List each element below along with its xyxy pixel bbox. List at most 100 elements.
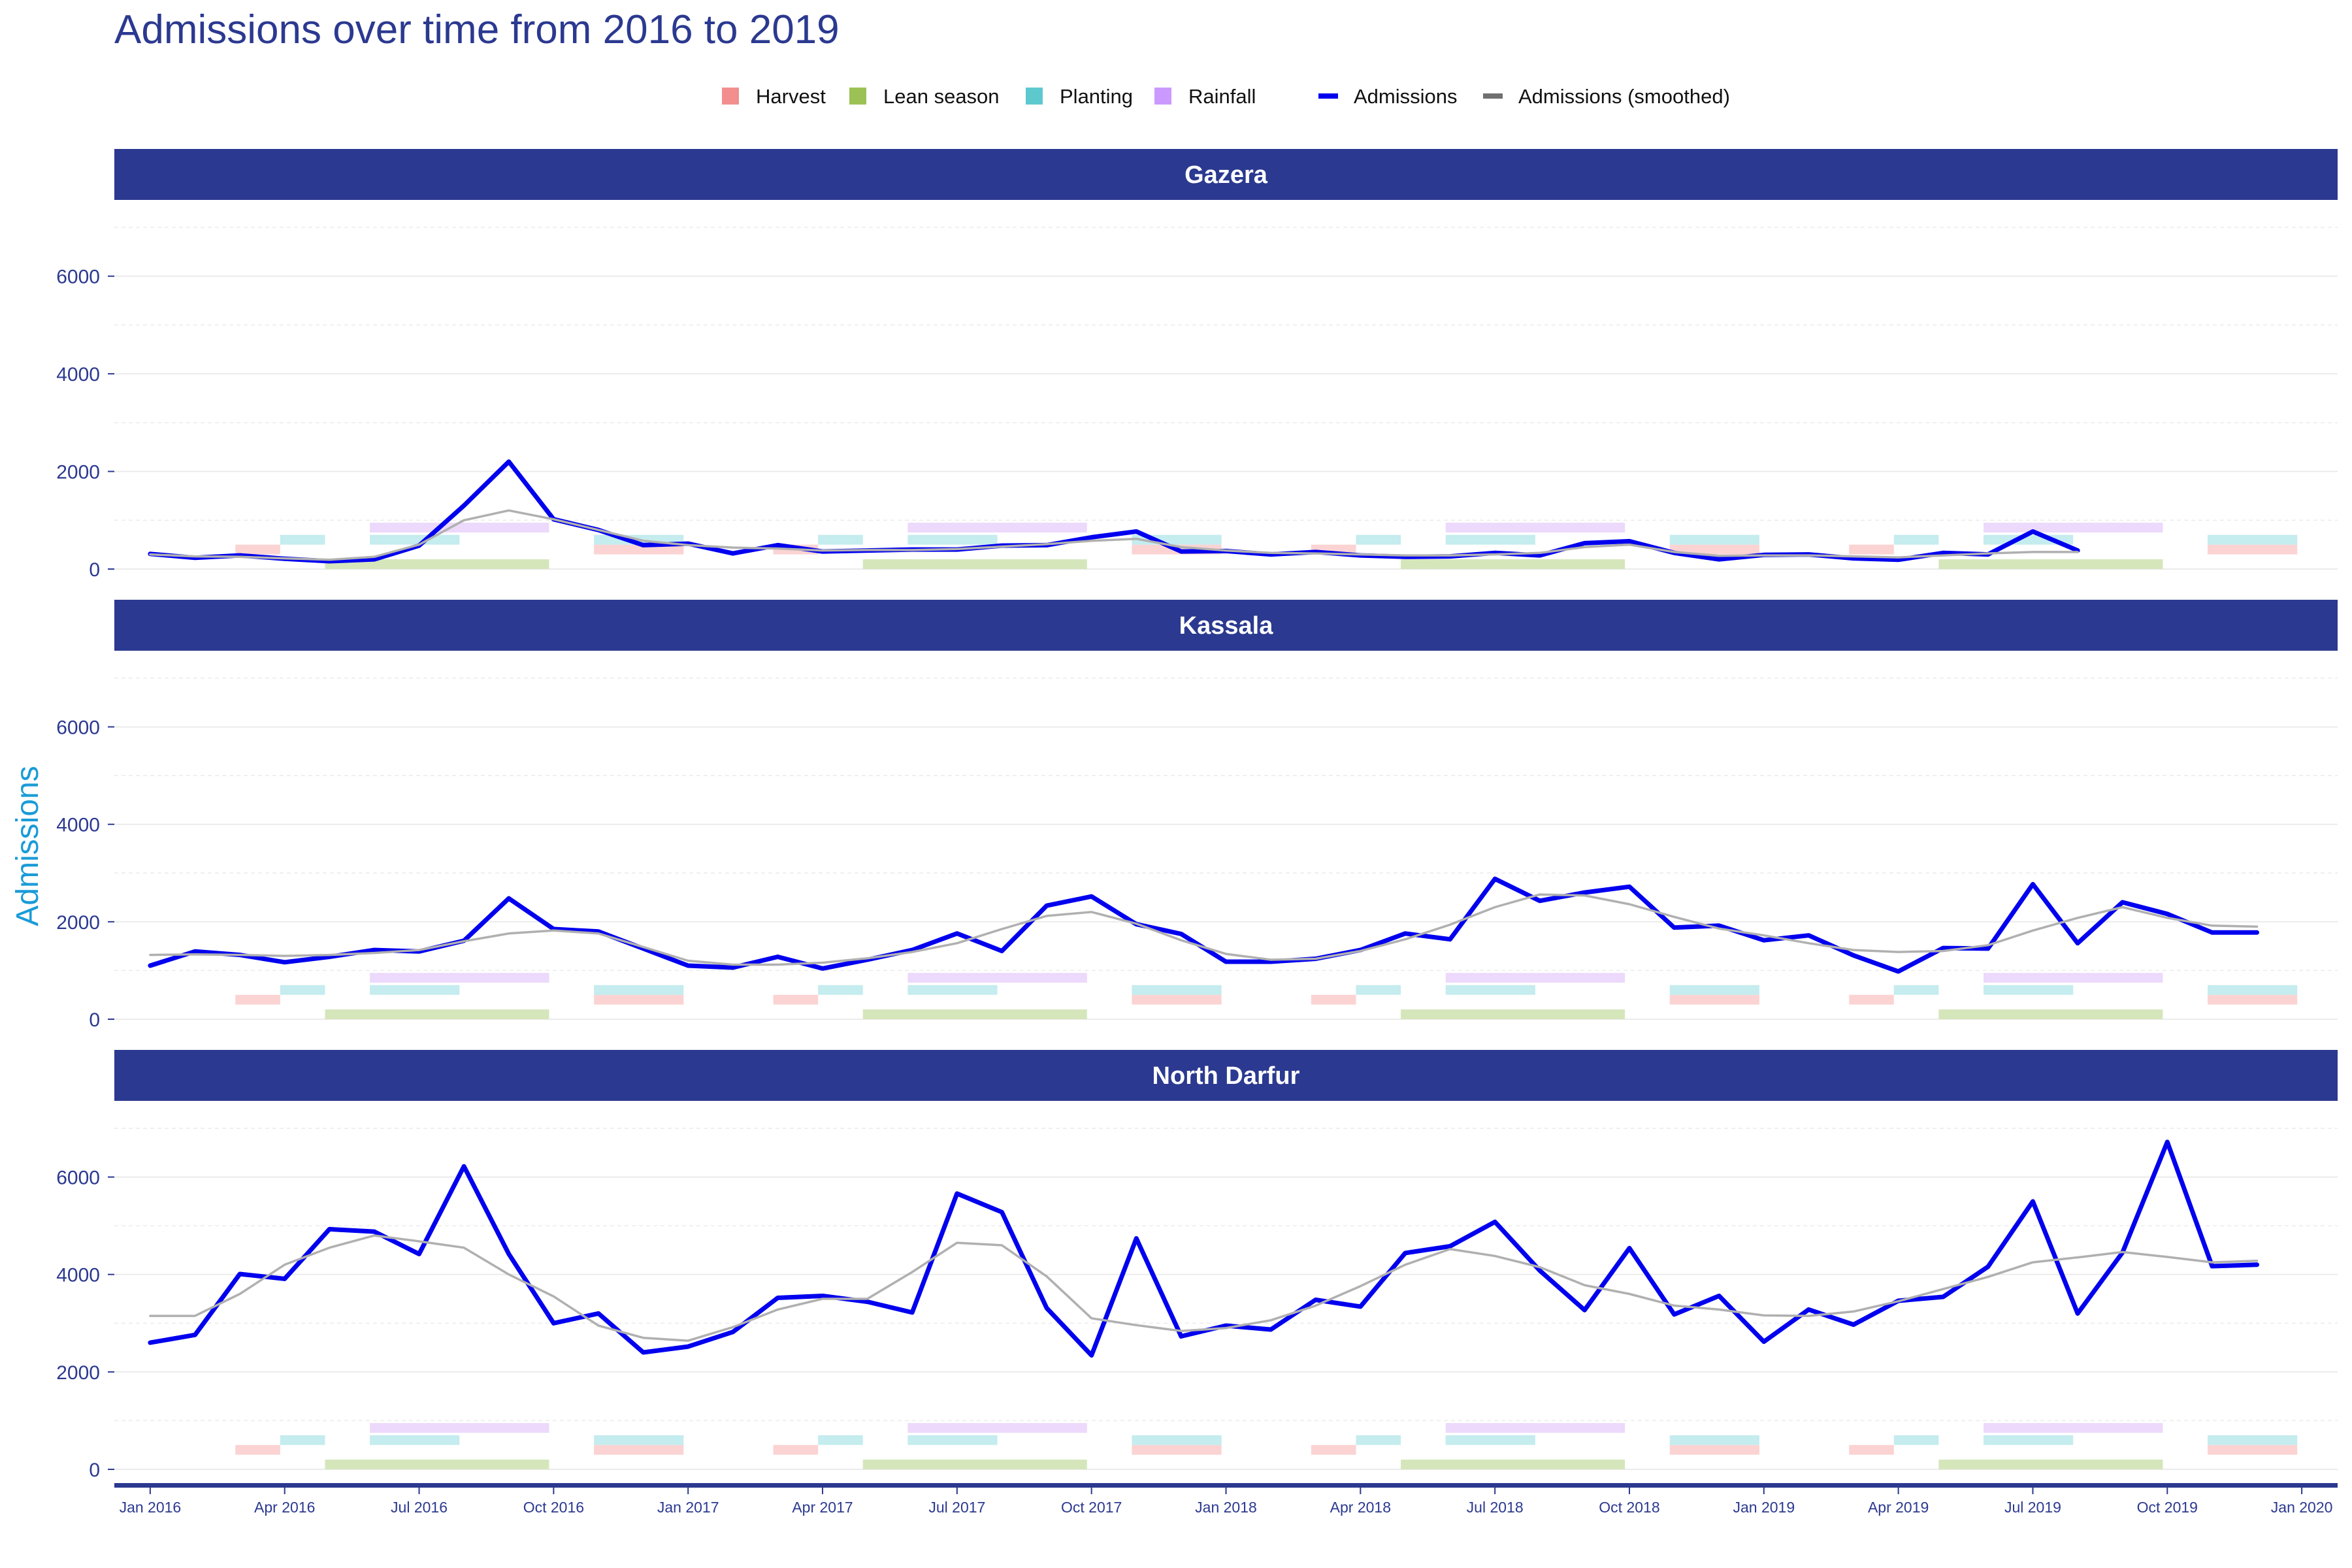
season-band-rainfall <box>1446 1423 1625 1433</box>
legend-item-admissions-smoothed: Admissions (smoothed) <box>1483 85 1730 108</box>
legend-key-lean-season <box>849 88 866 105</box>
season-band-rainfall <box>1984 1423 2163 1433</box>
season-band-lean-season <box>1401 1009 1625 1019</box>
season-band-planting <box>370 1435 459 1445</box>
legend-item-harvest: Harvest <box>722 85 826 108</box>
legend-key-admissions-smoothed <box>1483 93 1503 99</box>
season-band-harvest <box>594 1445 683 1455</box>
season-band-planting <box>594 1435 683 1445</box>
season-band-harvest <box>1670 1445 1759 1455</box>
y-tick-label: 0 <box>89 559 100 581</box>
season-band-lean-season <box>325 1460 549 1469</box>
season-band-planting <box>280 985 325 995</box>
season-band-planting <box>1446 1435 1535 1445</box>
season-band-planting <box>818 1435 863 1445</box>
season-band-lean-season <box>1938 1460 2163 1469</box>
y-tick-label: 4000 <box>56 815 100 836</box>
season-band-planting <box>907 985 997 995</box>
season-band-harvest <box>2208 995 2297 1005</box>
season-band-harvest <box>2208 545 2297 555</box>
season-band-lean-season <box>325 1009 549 1019</box>
x-tick-label: Jul 2016 <box>391 1499 448 1516</box>
x-tick-label: Oct 2017 <box>1061 1499 1122 1516</box>
season-band-rainfall <box>370 973 549 983</box>
y-tick-label: 4000 <box>56 1265 100 1286</box>
season-band-rainfall <box>907 523 1086 532</box>
season-band-harvest <box>235 1445 280 1455</box>
season-band-harvest <box>2208 1445 2297 1455</box>
panel-title: Gazera <box>1184 161 1268 189</box>
season-band-lean-season <box>1938 1009 2163 1019</box>
season-band-planting <box>907 535 997 545</box>
season-band-rainfall <box>1984 523 2163 532</box>
chart-title: Admissions over time from 2016 to 2019 <box>114 7 840 52</box>
season-band-planting <box>2208 1435 2297 1445</box>
y-tick-label: 2000 <box>56 912 100 934</box>
legend-label-admissions-smoothed: Admissions (smoothed) <box>1518 85 1730 108</box>
season-band-harvest <box>774 995 819 1005</box>
y-tick-label: 4000 <box>56 364 100 385</box>
season-band-planting <box>1356 535 1401 545</box>
season-band-planting <box>1132 985 1221 995</box>
legend-item-rainfall: Rainfall <box>1154 85 1256 108</box>
season-band-harvest <box>1849 995 1894 1005</box>
x-tick-label: Jan 2017 <box>657 1499 719 1516</box>
season-band-harvest <box>1311 1445 1356 1455</box>
season-band-planting <box>370 985 459 995</box>
season-band-planting <box>818 985 863 995</box>
season-band-planting <box>280 1435 325 1445</box>
y-tick-label: 0 <box>89 1009 100 1031</box>
season-band-planting <box>280 535 325 545</box>
season-band-harvest <box>1849 1445 1894 1455</box>
season-band-rainfall <box>907 973 1086 983</box>
season-band-lean-season <box>1401 1460 1625 1469</box>
season-band-harvest <box>235 995 280 1005</box>
legend-label-harvest: Harvest <box>756 85 826 108</box>
season-band-planting <box>1670 985 1759 995</box>
season-band-harvest <box>594 995 683 1005</box>
legend-key-harvest <box>722 88 739 105</box>
legend-key-planting <box>1026 88 1043 105</box>
season-band-planting <box>2208 535 2297 545</box>
y-tick-label: 6000 <box>56 267 100 288</box>
season-band-planting <box>1984 1435 2073 1445</box>
season-band-harvest <box>235 545 280 555</box>
x-tick-label: Oct 2016 <box>523 1499 584 1516</box>
x-axis-line <box>114 1483 2338 1488</box>
x-tick-label: Apr 2019 <box>1868 1499 1929 1516</box>
panel-title: North Darfur <box>1152 1062 1300 1090</box>
season-band-rainfall <box>907 1423 1086 1433</box>
y-axis-label: Admissions <box>10 766 45 926</box>
x-tick-label: Jan 2019 <box>1733 1499 1795 1516</box>
season-band-planting <box>1894 985 1939 995</box>
season-band-planting <box>1894 1435 1939 1445</box>
legend-key-rainfall <box>1154 88 1171 105</box>
x-tick-label: Oct 2018 <box>1599 1499 1659 1516</box>
legend-label-rainfall: Rainfall <box>1188 85 1256 108</box>
y-tick-label: 6000 <box>56 1168 100 1189</box>
season-band-lean-season <box>1938 559 2163 569</box>
season-band-planting <box>594 985 683 995</box>
season-band-harvest <box>1670 995 1759 1005</box>
y-tick-label: 2000 <box>56 462 100 483</box>
season-band-rainfall <box>370 523 549 532</box>
season-band-harvest <box>774 1445 819 1455</box>
season-band-planting <box>1356 1435 1401 1445</box>
season-band-lean-season <box>863 559 1087 569</box>
season-band-planting <box>1670 1435 1759 1445</box>
legend-item-planting: Planting <box>1026 85 1133 108</box>
season-band-planting <box>818 535 863 545</box>
season-band-harvest <box>1849 545 1894 555</box>
season-band-rainfall <box>1984 973 2163 983</box>
x-tick-label: Jan 2020 <box>2271 1499 2333 1516</box>
x-tick-label: Jul 2017 <box>928 1499 985 1516</box>
season-band-planting <box>370 535 459 545</box>
x-tick-label: Oct 2019 <box>2137 1499 2198 1516</box>
panel-title: Kassala <box>1179 612 1274 640</box>
season-band-rainfall <box>1446 973 1625 983</box>
y-tick-label: 2000 <box>56 1362 100 1384</box>
y-tick-label: 0 <box>89 1460 100 1481</box>
season-band-harvest <box>1132 1445 1221 1455</box>
season-band-lean-season <box>1401 559 1625 569</box>
